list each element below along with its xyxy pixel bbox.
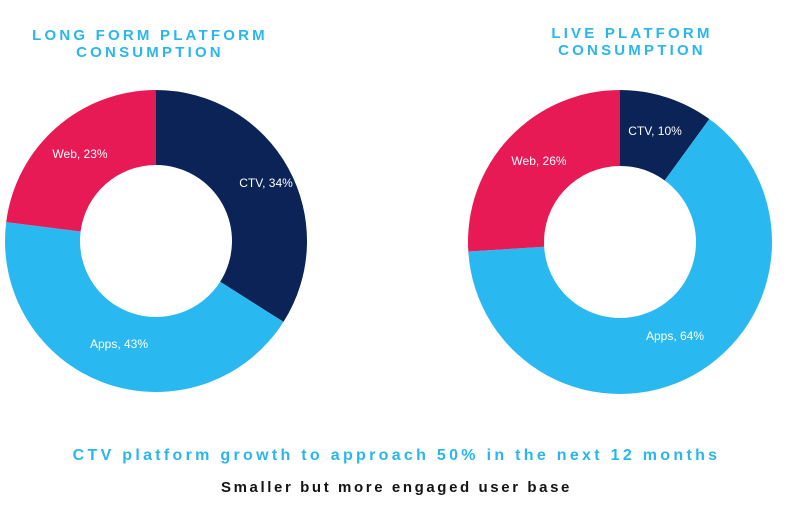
chart-title-line: CONSUMPTION (76, 44, 224, 61)
chart-title-long-form: LONG FORM PLATFORM CONSUMPTION (0, 27, 300, 61)
slice-label-web: Web, 23% (52, 147, 107, 161)
headline-text: CTV platform growth to approach 50% in t… (72, 447, 721, 464)
donut-slice-apps (4, 222, 284, 393)
donut-slice-web (6, 90, 157, 232)
slice-label-apps: Apps, 43% (90, 337, 148, 351)
subline-text: Smaller but more engaged user base (221, 479, 572, 496)
chart-title-live: LIVE PLATFORM CONSUMPTION (482, 25, 782, 59)
slice-label-ctv: CTV, 34% (239, 176, 293, 190)
chart-title-line: LIVE PLATFORM (551, 25, 713, 42)
slice-label-web: Web, 26% (511, 154, 566, 168)
donut-slice-ctv (156, 90, 308, 322)
donut-slice-ctv (620, 90, 710, 181)
chart-title-line: CONSUMPTION (558, 42, 706, 59)
chart-title-line: LONG FORM PLATFORM (32, 27, 268, 44)
donut-slice-apps (468, 119, 772, 394)
donut-slice-web (468, 90, 620, 252)
slice-label-apps: Apps, 64% (646, 329, 704, 343)
donut-chart-live: CTV, 10% Apps, 64% Web, 26% (468, 90, 772, 394)
slice-label-ctv: CTV, 10% (628, 124, 682, 138)
donut-chart-long-form: CTV, 34% Apps, 43% Web, 23% (4, 90, 308, 393)
